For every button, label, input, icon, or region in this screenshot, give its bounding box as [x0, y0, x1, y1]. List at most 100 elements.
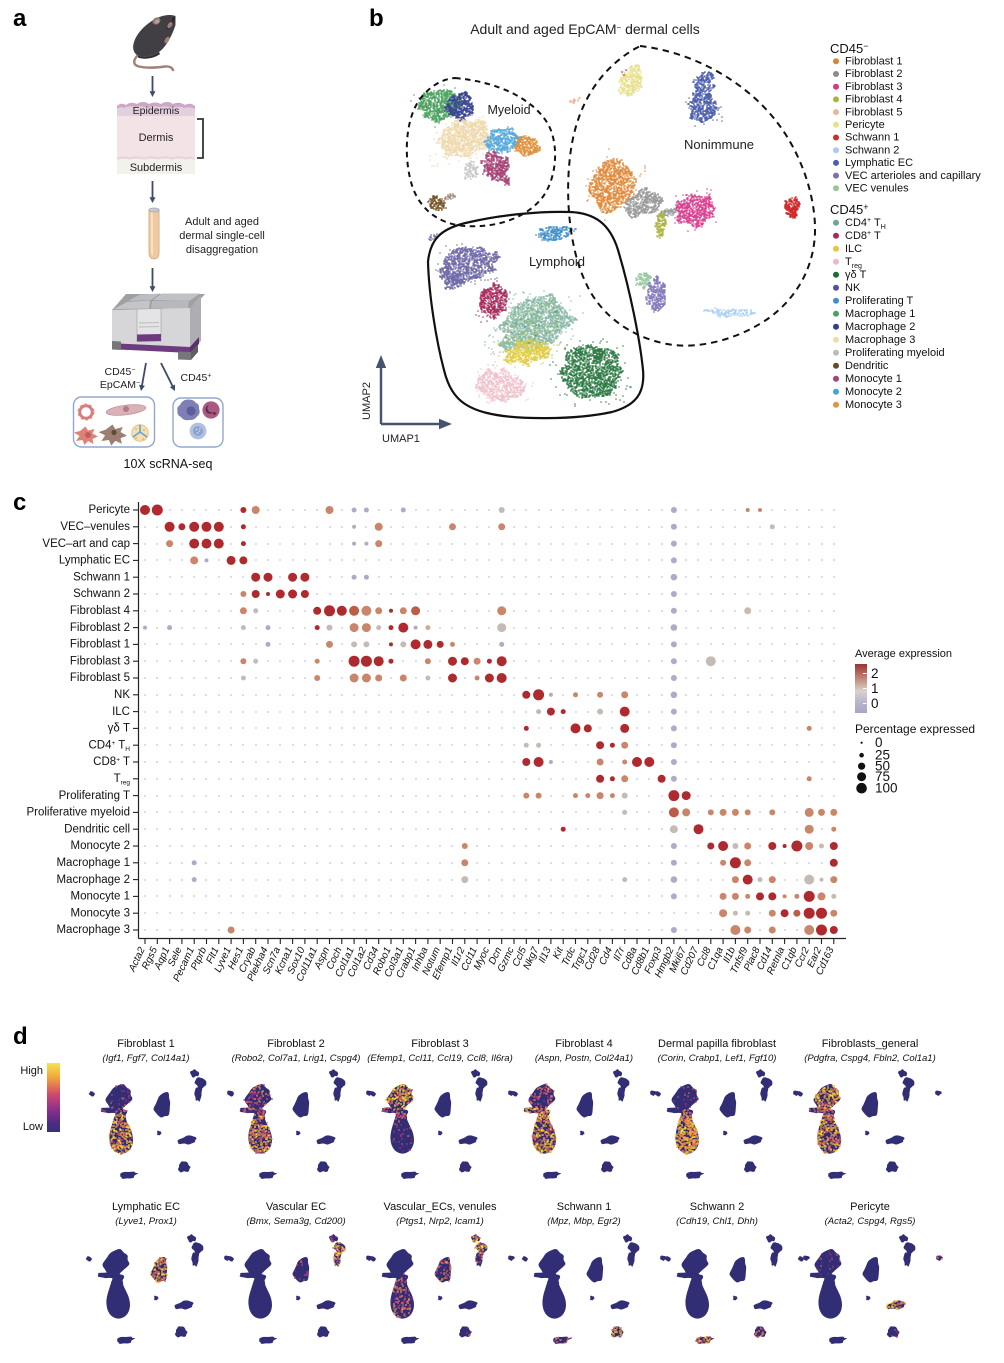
svg-text:Nonimmune: Nonimmune	[684, 137, 754, 152]
svg-text:Macrophage 2: Macrophage 2	[56, 874, 130, 886]
svg-text:UMAP2: UMAP2	[361, 382, 373, 420]
svg-text:Dendritic cell: Dendritic cell	[64, 823, 130, 835]
svg-text:Monocyte 2: Monocyte 2	[845, 386, 902, 398]
svg-text:Fibroblast 1: Fibroblast 1	[845, 56, 902, 68]
svg-text:Dermal papilla fibroblast: Dermal papilla fibroblast	[658, 1038, 776, 1050]
svg-text:(Mpz, Mbp, Egr2): (Mpz, Mbp, Egr2)	[547, 1216, 620, 1227]
svg-text:Dermis: Dermis	[139, 132, 174, 144]
svg-text:2: 2	[871, 666, 879, 681]
svg-text:VEC–venules: VEC–venules	[60, 521, 130, 533]
svg-text:(Aspn, Postn, Col24a1): (Aspn, Postn, Col24a1)	[535, 1053, 633, 1064]
svg-text:Fibroblast 5: Fibroblast 5	[70, 672, 130, 684]
svg-text:γδ T: γδ T	[845, 269, 867, 281]
svg-text:Macrophage 1: Macrophage 1	[845, 308, 915, 320]
svg-text:Fibroblast 2: Fibroblast 2	[845, 68, 902, 80]
svg-text:CD45+: CD45+	[181, 372, 212, 384]
svg-text:CD8+ T: CD8+ T	[845, 230, 881, 242]
svg-text:High: High	[20, 1065, 43, 1077]
svg-text:Fibroblast 3: Fibroblast 3	[845, 81, 902, 93]
svg-text:Pericyte: Pericyte	[88, 504, 130, 516]
svg-text:100: 100	[875, 781, 898, 796]
svg-text:Epidermis: Epidermis	[133, 105, 180, 117]
svg-text:Fibroblast 1: Fibroblast 1	[70, 639, 130, 651]
svg-text:Proliferating myeloid: Proliferating myeloid	[845, 347, 945, 359]
svg-text:Myeloid: Myeloid	[487, 103, 530, 117]
svg-text:ILC: ILC	[112, 706, 130, 718]
svg-text:NK: NK	[114, 689, 130, 701]
svg-text:Fibroblast 4: Fibroblast 4	[555, 1038, 612, 1050]
svg-text:Monocyte 3: Monocyte 3	[71, 907, 130, 919]
svg-text:(Corin, Crabp1, Lef1, Fgf10): (Corin, Crabp1, Lef1, Fgf10)	[658, 1053, 777, 1064]
svg-text:VEC venules: VEC venules	[845, 183, 909, 195]
svg-text:Fibroblast 4: Fibroblast 4	[845, 94, 902, 106]
svg-text:Macrophage 1: Macrophage 1	[56, 857, 130, 869]
svg-text:(Efemp1, Ccl11, Ccl19, Ccl8, I: (Efemp1, Ccl11, Ccl19, Ccl8, Il6ra)	[367, 1053, 513, 1064]
svg-text:Adult and aged: Adult and aged	[185, 216, 259, 228]
svg-text:Monocyte 1: Monocyte 1	[71, 891, 130, 903]
svg-text:Average expression: Average expression	[855, 648, 952, 660]
svg-text:0: 0	[871, 696, 879, 711]
svg-text:Subdermis: Subdermis	[130, 162, 183, 174]
svg-text:CD4+ TH: CD4+ TH	[845, 217, 886, 231]
svg-text:(Robo2, Col7a1, Lrig1, Cspg4): (Robo2, Col7a1, Lrig1, Cspg4)	[232, 1053, 361, 1064]
svg-text:Schwann 2: Schwann 2	[845, 144, 899, 156]
svg-text:UMAP1: UMAP1	[382, 433, 420, 445]
svg-text:CD4+ TH: CD4+ TH	[88, 739, 130, 753]
svg-text:Fibroblasts_general: Fibroblasts_general	[822, 1038, 919, 1050]
svg-text:1: 1	[871, 681, 879, 696]
svg-text:CD45−: CD45−	[830, 41, 869, 56]
svg-text:Vascular_ECs, venules: Vascular_ECs, venules	[384, 1201, 497, 1213]
svg-text:Fibroblast 3: Fibroblast 3	[411, 1038, 468, 1050]
svg-text:(Pdgfra, Cspg4, Fbln2, Col1a1): (Pdgfra, Cspg4, Fbln2, Col1a1)	[804, 1053, 935, 1064]
svg-text:a: a	[13, 5, 27, 32]
svg-text:b: b	[369, 5, 384, 32]
svg-text:Fibroblast 2: Fibroblast 2	[267, 1038, 324, 1050]
svg-text:(Acta2, Cspg4, Rgs5): (Acta2, Cspg4, Rgs5)	[825, 1216, 916, 1227]
svg-text:γδ T: γδ T	[108, 723, 130, 735]
svg-text:Lymphoid: Lymphoid	[529, 254, 585, 269]
svg-text:c: c	[13, 489, 26, 516]
svg-text:Macrophage 3: Macrophage 3	[56, 924, 130, 936]
svg-text:Fibroblast 5: Fibroblast 5	[845, 106, 902, 118]
svg-text:CD45−: CD45−	[105, 366, 136, 378]
svg-text:Lymphatic EC: Lymphatic EC	[59, 555, 130, 567]
svg-text:Monocyte 1: Monocyte 1	[845, 373, 902, 385]
svg-text:Fibroblast 1: Fibroblast 1	[117, 1038, 174, 1050]
svg-text:VEC arterioles and capillary: VEC arterioles and capillary	[845, 170, 981, 182]
svg-text:ILC: ILC	[845, 243, 862, 255]
svg-text:CD8+ T: CD8+ T	[93, 756, 130, 768]
svg-text:Lymphatic EC: Lymphatic EC	[112, 1201, 180, 1213]
svg-text:Dendritic: Dendritic	[845, 360, 889, 372]
svg-text:disaggregation: disaggregation	[186, 244, 258, 256]
svg-text:Monocyte 3: Monocyte 3	[845, 399, 902, 411]
svg-text:Pericyte: Pericyte	[850, 1201, 890, 1213]
svg-text:(Ptgs1, Nrp2, Icam1): (Ptgs1, Nrp2, Icam1)	[396, 1216, 484, 1227]
svg-text:EpCAM−: EpCAM−	[100, 379, 140, 391]
svg-text:Schwann 1: Schwann 1	[73, 571, 130, 583]
svg-text:(Igf1, Fgf7, Col14a1): (Igf1, Fgf7, Col14a1)	[102, 1053, 189, 1064]
svg-text:Vascular EC: Vascular EC	[266, 1201, 326, 1213]
svg-text:Macrophage 3: Macrophage 3	[845, 334, 915, 346]
svg-text:Schwann 2: Schwann 2	[73, 588, 130, 600]
svg-text:Monocyte 2: Monocyte 2	[71, 840, 130, 852]
svg-text:Proliferating T: Proliferating T	[59, 790, 130, 802]
svg-text:Schwann 2: Schwann 2	[690, 1201, 744, 1213]
svg-text:Proliferative myeloid: Proliferative myeloid	[26, 807, 130, 819]
svg-text:Fibroblast 4: Fibroblast 4	[70, 605, 131, 617]
svg-text:Lymphatic EC: Lymphatic EC	[845, 157, 913, 169]
svg-text:CD45+: CD45+	[830, 202, 869, 217]
svg-text:(Lyve1, Prox1): (Lyve1, Prox1)	[115, 1216, 177, 1227]
svg-text:Percentage expressed: Percentage expressed	[855, 722, 975, 736]
svg-text:Macrophage 2: Macrophage 2	[845, 321, 915, 333]
svg-text:NK: NK	[845, 282, 861, 294]
svg-text:Low: Low	[23, 1121, 43, 1133]
svg-text:Fibroblast 3: Fibroblast 3	[70, 655, 130, 667]
svg-text:(Cdh19, Chl1, Dhh): (Cdh19, Chl1, Dhh)	[676, 1216, 758, 1227]
svg-text:Schwann 1: Schwann 1	[557, 1201, 611, 1213]
svg-text:VEC–art and cap: VEC–art and cap	[42, 538, 130, 550]
svg-text:Proliferating T: Proliferating T	[845, 295, 914, 307]
svg-text:Fibroblast 2: Fibroblast 2	[70, 622, 130, 634]
svg-text:Adult and aged EpCAM− dermal c: Adult and aged EpCAM− dermal cells	[470, 21, 700, 37]
svg-text:Schwann 1: Schwann 1	[845, 132, 899, 144]
svg-text:d: d	[13, 1023, 28, 1050]
